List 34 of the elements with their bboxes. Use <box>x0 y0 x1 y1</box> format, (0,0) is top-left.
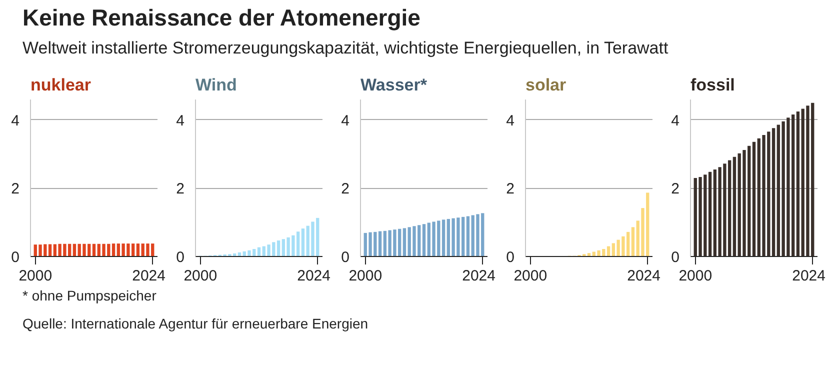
y-tick-label: 4 <box>671 112 680 130</box>
y-tick-label: 2 <box>11 180 20 198</box>
y-tick-label: 0 <box>506 249 514 266</box>
y-tick-label: 4 <box>341 112 350 130</box>
chart-title: nuklear <box>30 76 92 94</box>
y-tick-label: 0 <box>11 249 20 266</box>
y-tick-label: 2 <box>671 180 680 198</box>
text: * ohne Pumpspeicher <box>22 288 157 304</box>
text: Keine Renaissance der Atomenergie <box>22 4 420 30</box>
x-tick-label: 2000 <box>18 268 52 284</box>
x-tick-label: 2000 <box>348 268 382 284</box>
chart-title: Wasser* <box>360 76 428 94</box>
y-tick-label: 2 <box>341 180 350 198</box>
y-tick-label: 0 <box>341 249 350 266</box>
x-tick-label: 2024 <box>462 268 496 284</box>
x-tick-label: 2024 <box>297 268 331 284</box>
x-tick-label: 2000 <box>678 268 712 284</box>
y-tick-label: 0 <box>671 249 680 266</box>
x-tick-label: 2024 <box>627 268 661 284</box>
x-tick-label: 2024 <box>792 268 826 284</box>
y-tick-label: 4 <box>176 112 184 130</box>
source-note: Quelle: Internationale Agentur für erneuerbare Energien <box>22 316 368 332</box>
y-tick-label: 2 <box>506 180 514 198</box>
y-tick-label: 0 <box>176 249 184 266</box>
y-tick-label: 2 <box>176 180 184 198</box>
x-tick-label: 2000 <box>514 268 548 284</box>
x-tick-label: 2024 <box>132 268 166 284</box>
x-tick-label: 2000 <box>184 268 218 284</box>
y-tick-label: 4 <box>506 112 514 130</box>
text: Weltweit installierte Stromerzeugungskapazität, wichtigste Energiequellen, in Terawatt <box>22 38 668 58</box>
chart-title: fossil <box>690 76 735 94</box>
chart-title: Wind <box>196 76 237 94</box>
y-tick-label: 4 <box>11 112 20 130</box>
chart-title: solar <box>526 76 567 94</box>
